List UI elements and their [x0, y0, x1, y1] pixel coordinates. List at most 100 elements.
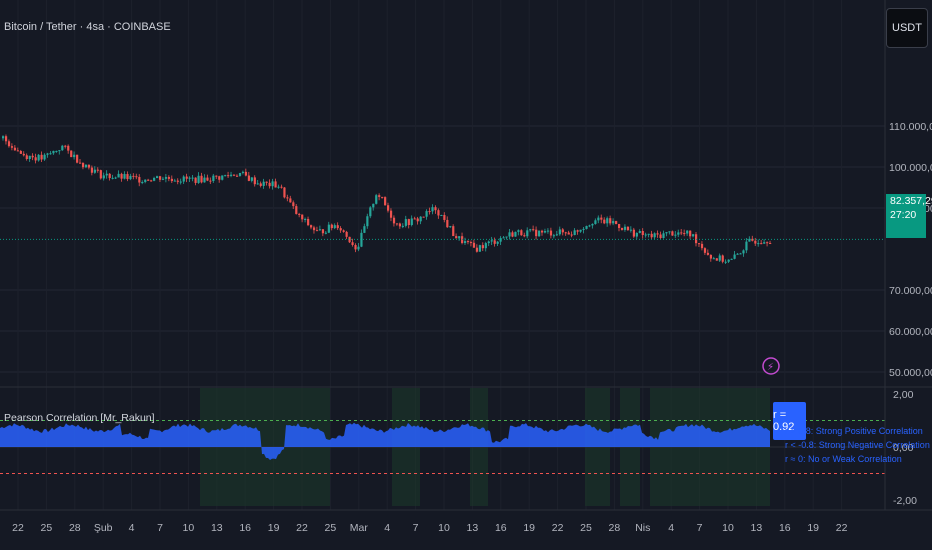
candle-body	[304, 218, 307, 220]
candle-body	[176, 180, 179, 182]
candle-body	[339, 228, 342, 231]
candle-body	[706, 252, 710, 255]
candle-body	[253, 177, 256, 185]
candle-body	[170, 178, 174, 182]
candle-body	[144, 179, 147, 182]
candle-body	[126, 174, 129, 180]
candle-body	[567, 232, 570, 235]
time-axis-label: Şub	[94, 522, 113, 534]
candle-body	[156, 176, 159, 178]
time-axis-label: Mar	[350, 522, 369, 534]
candle-body	[573, 230, 576, 236]
candle-body	[256, 183, 259, 185]
candle-body	[677, 232, 680, 235]
candle-body	[487, 241, 490, 244]
candle-body	[502, 237, 505, 239]
candle-body	[674, 234, 677, 236]
candle-body	[378, 195, 381, 197]
candle-body	[43, 154, 46, 160]
candle-body	[277, 186, 280, 188]
candle-body	[484, 243, 487, 249]
candle-body	[392, 217, 396, 224]
candle-body	[543, 231, 547, 233]
candle-body	[697, 243, 701, 245]
candle-body	[295, 206, 298, 214]
candle-body	[683, 233, 686, 235]
candle-body	[363, 226, 366, 233]
candle-body	[558, 229, 561, 235]
currency-button[interactable]: USDT	[886, 8, 928, 48]
candle-body	[221, 175, 224, 180]
candle-body	[209, 180, 212, 182]
candle-body	[315, 230, 319, 232]
candle-body	[87, 164, 91, 168]
candle-body	[19, 150, 22, 154]
candle-body	[274, 181, 277, 188]
candle-body	[70, 150, 73, 158]
candle-body	[161, 178, 165, 180]
candle-body	[265, 181, 268, 183]
indicator-axis-label: -2,00	[893, 495, 917, 507]
candle-body	[238, 172, 242, 176]
candle-body	[404, 219, 407, 226]
candle-body	[727, 259, 730, 262]
indicator-title[interactable]: Pearson Correlation [Mr_Rakun]	[4, 412, 155, 424]
lightning-glyph: ⚡	[767, 362, 774, 373]
candle-body	[215, 175, 218, 177]
candle-body	[440, 215, 443, 217]
candle-body	[452, 226, 455, 237]
candle-body	[466, 241, 470, 243]
candle-body	[629, 229, 633, 231]
candle-body	[64, 145, 67, 147]
candle-body	[692, 234, 695, 237]
time-axis-label: 13	[467, 522, 479, 534]
candle-body	[90, 167, 94, 173]
candle-body	[626, 226, 630, 231]
candle-body	[292, 202, 295, 207]
time-axis-label: 4	[384, 522, 390, 534]
candle-body	[247, 175, 251, 181]
price-axis-label: 70.000,00	[889, 285, 932, 297]
candle-body	[28, 155, 31, 160]
candle-body	[700, 243, 704, 249]
candle-body	[120, 173, 123, 179]
candle-body	[686, 230, 689, 234]
candle-body	[671, 231, 674, 236]
candle-body	[244, 171, 248, 176]
candle-body	[632, 229, 636, 237]
candle-body	[561, 229, 564, 233]
candle-body	[766, 242, 769, 244]
candle-body	[49, 153, 52, 155]
candle-body	[591, 223, 594, 226]
candle-body	[623, 226, 627, 230]
bar-countdown: 27:20	[890, 209, 917, 221]
candle-body	[384, 197, 387, 206]
candle-body	[271, 181, 274, 187]
candle-body	[754, 240, 757, 244]
candle-body	[321, 229, 325, 234]
time-axis-label: 7	[157, 522, 163, 534]
candle-body	[446, 219, 449, 228]
candle-body	[570, 234, 573, 236]
candle-body	[58, 150, 61, 152]
candle-body	[549, 230, 553, 236]
candle-body	[7, 141, 11, 147]
candle-body	[413, 218, 416, 220]
candle-body	[582, 228, 585, 230]
time-axis-label: 16	[495, 522, 507, 534]
candle-body	[594, 220, 597, 224]
candle-body	[401, 225, 405, 227]
candle-body	[757, 243, 760, 245]
candle-body	[333, 225, 336, 229]
candle-body	[724, 261, 727, 263]
candle-body	[99, 170, 102, 179]
candle-body	[84, 164, 88, 168]
candle-body	[375, 195, 378, 204]
candle-body	[158, 176, 162, 180]
candle-body	[532, 229, 535, 231]
candle-body	[348, 236, 351, 243]
candle-body	[748, 238, 751, 242]
time-axis-label: 13	[211, 522, 223, 534]
candle-body	[141, 181, 144, 183]
